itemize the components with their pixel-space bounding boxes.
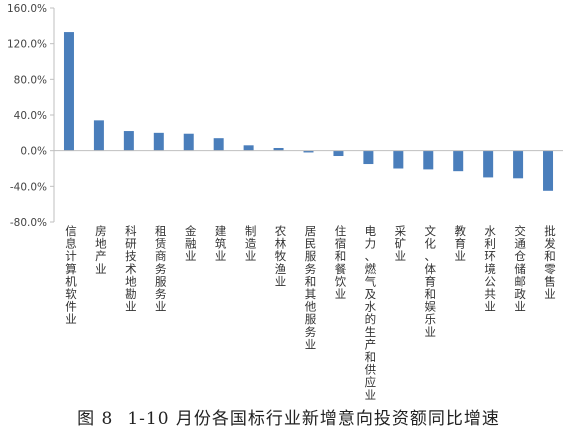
bar [123,131,134,151]
x-tick-label: 金融业 [185,224,197,263]
x-tick-label: 租赁商务服务业 [155,224,167,314]
bar [333,150,344,157]
y-tick-label: 80.0% [14,74,47,86]
bar [303,150,314,153]
x-tick-label: 居民服务和其他服务业 [305,224,317,351]
x-tick-label: 住宿和餐饮业 [335,224,347,301]
chart-area: -80.0% -40.0% 0.0% 40.0% 80.0% 120.0% 160.0% 信息… [7,3,563,400]
bar [273,147,284,151]
x-tick-label: 信息计算机软件业 [65,224,77,326]
bar [393,150,404,169]
x-tick-label: 房地产业 [95,224,107,276]
bar [183,133,194,151]
bar [63,32,74,151]
y-tick-label: -40.0% [10,181,47,193]
bar-chart: -80.0% -40.0% 0.0% 40.0% 80.0% 120.0% 160.0% 信息… [7,3,563,400]
x-tick-label: 建筑业 [215,224,227,263]
x-tick-label: 交通仓储邮政业 [514,224,526,314]
x-tick-label: 科研技术地勘业 [125,224,137,314]
x-tick-label: 电力、燃气及水的生产和供应业 [365,224,377,400]
bar [453,150,464,172]
bar [423,150,434,170]
bar [543,150,554,191]
x-tick-label: 采矿业 [395,224,407,263]
x-tick-label: 文化、体育和娱乐业 [425,224,437,339]
y-tick-label: -80.0% [10,217,47,229]
bar [513,150,524,179]
x-tick-label: 农林牧渔业 [275,224,287,288]
y-tick-label: 0.0% [20,146,47,158]
bar [243,145,254,151]
figure-caption: 图 8 1-10 月份各国标行业新增意向投资额同比增速 [0,404,577,429]
bar [213,138,224,151]
x-tick-label: 批发和零售业 [544,224,556,301]
bar [483,150,494,178]
figure-title: 1-10 月份各国标行业新增意向投资额同比增速 [127,409,500,429]
bar [93,120,104,151]
y-tick-label: 160.0% [7,3,47,15]
y-tick-label: 40.0% [14,110,47,122]
figure-number: 图 8 [77,409,114,429]
x-tick-label: 制造业 [245,224,257,263]
y-tick-label: 120.0% [7,39,47,51]
bar [363,150,374,165]
x-tick-label: 教育业 [454,224,466,263]
bar [153,132,164,151]
x-tick-label: 水利环境公共业 [484,224,496,314]
